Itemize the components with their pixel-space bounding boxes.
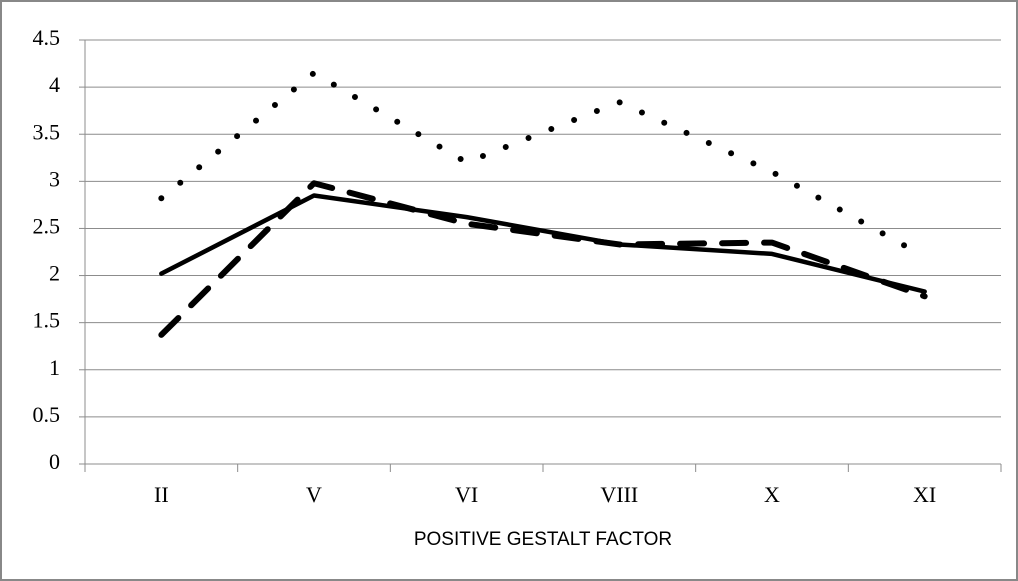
- x-tick-label: V: [306, 482, 322, 507]
- y-tick-label: 4: [49, 72, 60, 97]
- y-tick-label: 0.5: [33, 402, 61, 427]
- y-tick-label: 2: [49, 261, 60, 286]
- series-line: [159, 193, 927, 294]
- x-tick-label: VIII: [600, 482, 638, 507]
- x-tick-label: XI: [913, 482, 936, 507]
- y-tick-label: 3: [49, 166, 60, 191]
- x-tick-label: X: [764, 482, 780, 507]
- x-tick-label: VI: [455, 482, 478, 507]
- y-tick-label: 2.5: [33, 213, 61, 238]
- x-tick-label: II: [154, 482, 169, 507]
- y-tick-label: 1: [49, 355, 60, 380]
- series-line: [158, 69, 928, 260]
- y-tick-label: 0: [49, 449, 60, 474]
- y-tick-label: 3.5: [33, 119, 61, 144]
- x-axis-title: POSITIVE GESTALT FACTOR: [414, 529, 672, 550]
- y-tick-label: 1.5: [33, 308, 61, 333]
- y-tick-label: 4.5: [33, 25, 61, 50]
